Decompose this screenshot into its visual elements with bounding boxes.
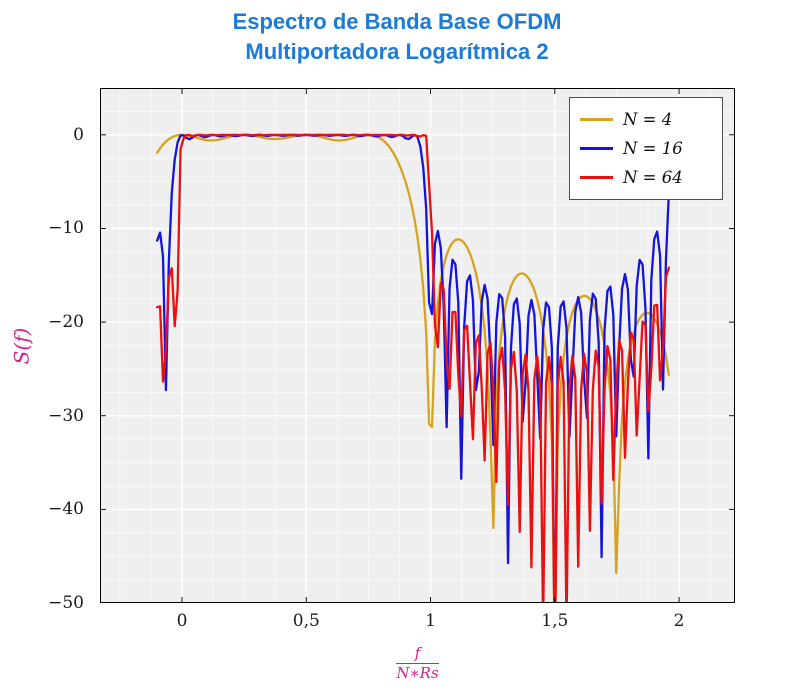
x-tick-label: 1,5 [541,611,569,631]
legend-label-n4: N = 4 [623,110,673,129]
legend-label-n64: N = 64 [623,168,683,187]
legend-item: N = 64 [580,163,712,192]
x-tick-label: 1 [425,611,436,631]
y-tick-label: −40 [48,499,84,520]
y-tick-label: −50 [48,593,84,613]
y-tick-label: −10 [48,218,84,239]
y-tick-label: −30 [48,405,84,426]
axis-box [100,88,735,603]
x-tick-label: 0,5 [292,611,320,631]
legend-line-swatch-n16 [580,147,613,150]
x-axis-label: f N∗Rs [396,644,439,682]
x-axis-label-numerator: f [414,644,421,662]
fraction-bar [396,662,439,664]
y-tick-label: −20 [48,312,84,333]
chart-title-line1: Espectro de Banda Base OFDM [232,9,562,34]
x-tick-label: 0 [176,611,188,631]
legend-line-swatch-n64 [580,176,613,179]
x-tick-labels: 0 0,5 1 1,5 2 [100,606,735,632]
curve-N=64 [156,133,670,603]
y-tick-labels: 0 −10 −20 −30 −40 −50 [0,88,94,613]
legend-item: N = 16 [580,134,712,163]
legend-item: N = 4 [580,105,712,134]
y-tick-label: 0 [73,124,84,145]
chart-title: Espectro de Banda Base OFDM Multiportado… [0,7,794,67]
legend: N = 4 N = 16 N = 64 [569,97,723,200]
legend-label-n16: N = 16 [623,139,683,158]
legend-line-swatch-n4 [580,118,613,121]
x-axis-label-denominator: N∗Rs [396,663,439,682]
x-axis-label-wrap: f N∗Rs [100,645,735,682]
chart-title-line2: Multiportadora Logarítmica 2 [245,39,549,64]
x-tick-label: 2 [673,611,685,631]
